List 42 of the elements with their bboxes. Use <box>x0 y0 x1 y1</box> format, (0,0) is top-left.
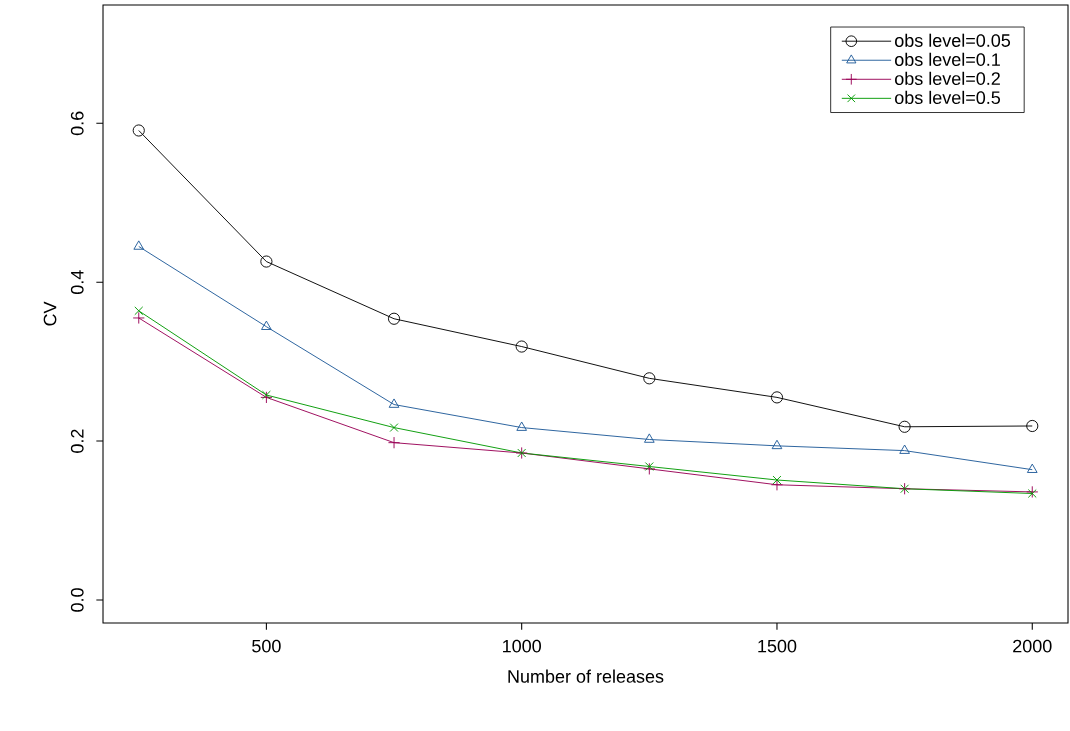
legend-label: obs level=0.05 <box>895 33 1011 47</box>
point <box>388 398 400 408</box>
point <box>389 423 399 433</box>
legend-label: obs level=0.2 <box>895 71 1000 85</box>
point <box>515 340 528 353</box>
point <box>260 391 273 404</box>
y-tick-label: 0.6 <box>70 111 84 136</box>
point <box>132 124 145 137</box>
point <box>644 433 655 443</box>
point <box>643 372 656 385</box>
point <box>643 462 656 475</box>
point <box>770 478 784 491</box>
point <box>1026 463 1038 473</box>
x-tick-label: 1000 <box>503 639 541 653</box>
x-tick-label: 2000 <box>1013 639 1052 653</box>
point <box>1026 419 1039 433</box>
legend-label: obs level=0.5 <box>895 90 1001 105</box>
point <box>898 420 911 433</box>
y-tick-label: 0.2 <box>70 429 84 453</box>
point <box>260 255 273 268</box>
y-axis-title: CV <box>43 301 57 326</box>
point <box>261 390 271 400</box>
x-axis-title: Number of releases <box>508 669 664 683</box>
point <box>1026 485 1039 498</box>
point <box>772 475 782 485</box>
x-tick-label: 1500 <box>758 639 797 653</box>
point <box>516 421 527 431</box>
point <box>261 320 272 330</box>
point <box>133 240 145 250</box>
x-tick-label: 500 <box>252 639 281 653</box>
point <box>134 306 144 316</box>
y-tick-label: 0.0 <box>70 588 84 612</box>
point <box>899 444 910 454</box>
point <box>644 462 654 471</box>
point <box>387 436 401 449</box>
point <box>770 391 784 404</box>
point <box>132 311 145 325</box>
point <box>387 312 401 325</box>
point <box>771 439 783 450</box>
legend-label: obs level=0.1 <box>895 52 1000 66</box>
point <box>1027 489 1037 498</box>
y-tick-label: 0.4 <box>70 270 84 295</box>
